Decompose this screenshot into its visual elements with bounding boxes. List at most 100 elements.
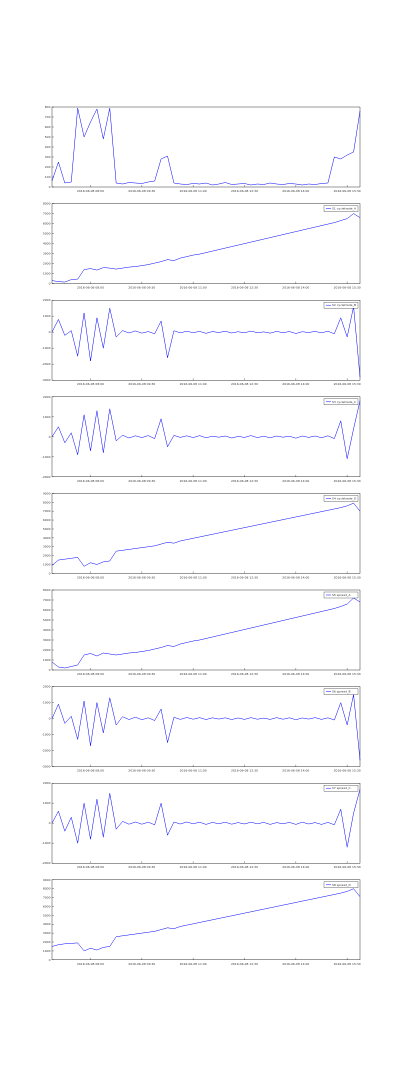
legend-label: S1 cycletrade_A	[332, 207, 357, 211]
x-tick-label: 2016-06-08 08:00	[77, 479, 104, 483]
y-tick-label: 1000	[43, 272, 51, 276]
y-tick-label: 6000	[43, 608, 51, 612]
x-tick-label: 2016-06-08 14:00	[282, 479, 309, 483]
x-tick-label: 2016-06-08 12:30	[231, 286, 258, 290]
x-tick-label: 2016-06-08 12:30	[231, 672, 258, 676]
x-tick-label: 2016-06-08 11:00	[180, 286, 207, 290]
plot-frame	[51, 879, 361, 960]
y-tick-label: -1000	[42, 733, 51, 737]
y-tick-label: 2000	[43, 648, 51, 652]
x-tick-label: 2016-06-08 09:30	[128, 865, 155, 869]
y-tick-label: 1000	[43, 415, 51, 419]
y-tick-label: 6000	[43, 518, 51, 522]
legend-box	[323, 495, 359, 502]
plot-frame	[51, 203, 361, 284]
y-tick-label: 3000	[43, 931, 51, 935]
legend-label: S4 cycletrade_D	[332, 496, 357, 500]
data-line	[51, 694, 361, 761]
y-tick-label: -3000	[42, 765, 51, 769]
data-line	[51, 400, 361, 459]
x-tick-label: 2016-06-08 09:30	[128, 769, 155, 773]
y-tick-label: 9000	[43, 878, 51, 882]
y-tick-label: 7000	[43, 212, 51, 216]
x-tick-label: 2016-06-08 14:00	[282, 865, 309, 869]
y-tick-label: 8000	[43, 500, 51, 504]
y-tick-label: 3000	[43, 545, 51, 549]
y-tick-label: 600	[45, 125, 51, 129]
x-tick-label: 2016-06-08 08:00	[77, 865, 104, 869]
legend-label: S6 spread_B	[332, 690, 351, 694]
y-tick-label: -1000	[42, 455, 51, 459]
legend-box	[323, 398, 359, 405]
x-tick-label: 2016-06-08 15:30	[334, 189, 361, 193]
y-tick-label: 1000	[43, 949, 51, 953]
x-tick-label: 2016-06-08 11:00	[180, 382, 207, 386]
y-tick-label: 700	[45, 115, 51, 119]
x-tick-label: 2016-06-08 08:00	[77, 286, 104, 290]
y-tick-label: 4000	[43, 242, 51, 246]
y-tick-label: 8000	[43, 588, 51, 592]
x-tick-label: 2016-06-08 14:00	[282, 672, 309, 676]
x-tick-label: 2016-06-08 08:00	[77, 962, 104, 966]
plot-frame	[51, 300, 361, 381]
y-tick-label: 2000	[43, 395, 51, 399]
legend-box	[323, 591, 359, 599]
y-tick-label: 2000	[43, 781, 51, 785]
data-line	[51, 107, 361, 186]
x-tick-label: 2016-06-08 15:30	[334, 865, 361, 869]
y-tick-label: 1000	[43, 658, 51, 662]
x-tick-label: 2016-06-08 08:00	[77, 575, 104, 579]
data-line	[51, 789, 361, 848]
y-tick-label: 4000	[43, 628, 51, 632]
y-tick-label: 0	[49, 435, 51, 439]
x-tick-label: 2016-06-08 11:00	[180, 865, 207, 869]
y-tick-label: 1000	[43, 563, 51, 567]
legend-label: S8 spread_D	[332, 883, 351, 887]
y-tick-label: 2000	[43, 940, 51, 944]
x-tick-label: 2016-06-08 08:00	[77, 769, 104, 773]
y-tick-label: 5000	[43, 232, 51, 236]
legend-label: S3 cycletrade_C	[332, 400, 356, 404]
y-tick-label: 800	[45, 105, 51, 109]
x-tick-label: 2016-06-08 12:30	[231, 382, 258, 386]
x-tick-label: 2016-06-08 14:00	[282, 189, 309, 193]
y-tick-label: -2000	[42, 749, 51, 753]
y-tick-label: 1000	[43, 801, 51, 805]
y-tick-label: 3000	[43, 638, 51, 642]
y-tick-label: -2000	[42, 861, 51, 865]
x-tick-label: 2016-06-08 08:00	[77, 672, 104, 676]
x-tick-label: 2016-06-08 11:00	[180, 575, 207, 579]
plot-frame	[51, 686, 361, 767]
data-line	[51, 502, 361, 567]
y-tick-label: -3000	[42, 378, 51, 382]
x-tick-label: 2016-06-08 09:30	[128, 382, 155, 386]
x-tick-label: 2016-06-08 08:00	[77, 189, 104, 193]
y-tick-label: 2000	[43, 685, 51, 689]
y-tick-label: 3000	[43, 252, 51, 256]
plot-frame	[51, 493, 361, 574]
x-tick-label: 2016-06-08 11:00	[180, 189, 207, 193]
legend-label: S5 spread_A	[332, 593, 351, 597]
legend-box	[323, 688, 359, 695]
legend-box	[323, 881, 359, 888]
x-tick-label: 2016-06-08 09:30	[128, 962, 155, 966]
y-tick-label: 6000	[43, 222, 51, 226]
y-tick-label: 400	[45, 145, 51, 149]
y-tick-label: -2000	[42, 362, 51, 366]
y-tick-label: 0	[49, 185, 51, 189]
y-tick-label: 5000	[43, 913, 51, 917]
legend-box	[323, 785, 359, 792]
x-tick-label: 2016-06-08 15:30	[334, 286, 361, 290]
x-tick-label: 2016-06-08 15:30	[334, 382, 361, 386]
x-tick-label: 2016-06-08 11:00	[180, 962, 207, 966]
x-tick-label: 2016-06-08 09:30	[128, 575, 155, 579]
x-tick-label: 2016-06-08 12:30	[231, 769, 258, 773]
x-tick-label: 2016-06-08 12:30	[231, 479, 258, 483]
y-tick-label: 5000	[43, 527, 51, 531]
x-tick-label: 2016-06-08 12:30	[231, 865, 258, 869]
x-tick-label: 2016-06-08 15:30	[334, 962, 361, 966]
y-tick-label: 1000	[43, 314, 51, 318]
plot-frame	[51, 396, 361, 477]
data-line	[51, 213, 361, 283]
y-tick-label: 8000	[43, 887, 51, 891]
